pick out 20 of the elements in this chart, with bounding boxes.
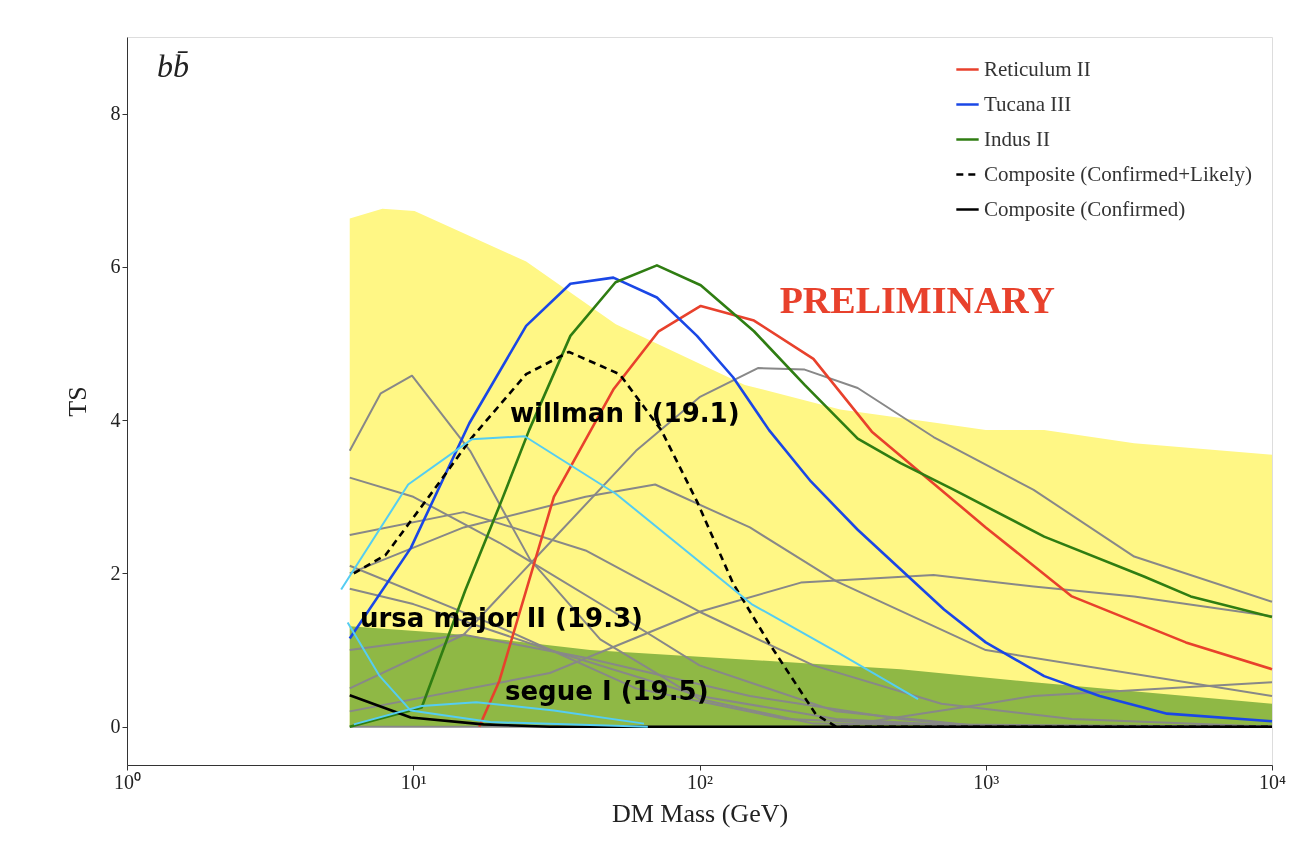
x-tick-label: 10³ xyxy=(973,770,1000,793)
y-tick-label: 6 xyxy=(110,255,121,278)
y-tick-label: 8 xyxy=(110,102,121,125)
x-axis-title: DM Mass (GeV) xyxy=(611,798,789,828)
x-tick-label: 10² xyxy=(687,770,713,793)
x-tick-label: 10⁴ xyxy=(1259,770,1287,793)
legend-label: Composite (Confirmed) xyxy=(984,196,1186,221)
annotation: PRELIMINARY xyxy=(779,279,1055,321)
y-tick-label: 4 xyxy=(110,408,121,431)
x-tick-label: 10⁰ xyxy=(114,770,141,793)
annotation: segue I (19.5) xyxy=(505,676,709,706)
y-tick-label: 2 xyxy=(110,561,121,584)
legend-label: Reticulum II xyxy=(984,56,1091,81)
x-tick-label: 10¹ xyxy=(400,770,427,793)
legend-label: Tucana III xyxy=(984,91,1072,116)
y-axis-title: TS xyxy=(62,386,92,417)
annotation: bb̄ xyxy=(157,48,189,84)
legend-label: Composite (Confirmed+Likely) xyxy=(984,161,1252,186)
legend-label: Indus II xyxy=(984,126,1050,151)
y-tick-label: 0 xyxy=(110,715,121,738)
